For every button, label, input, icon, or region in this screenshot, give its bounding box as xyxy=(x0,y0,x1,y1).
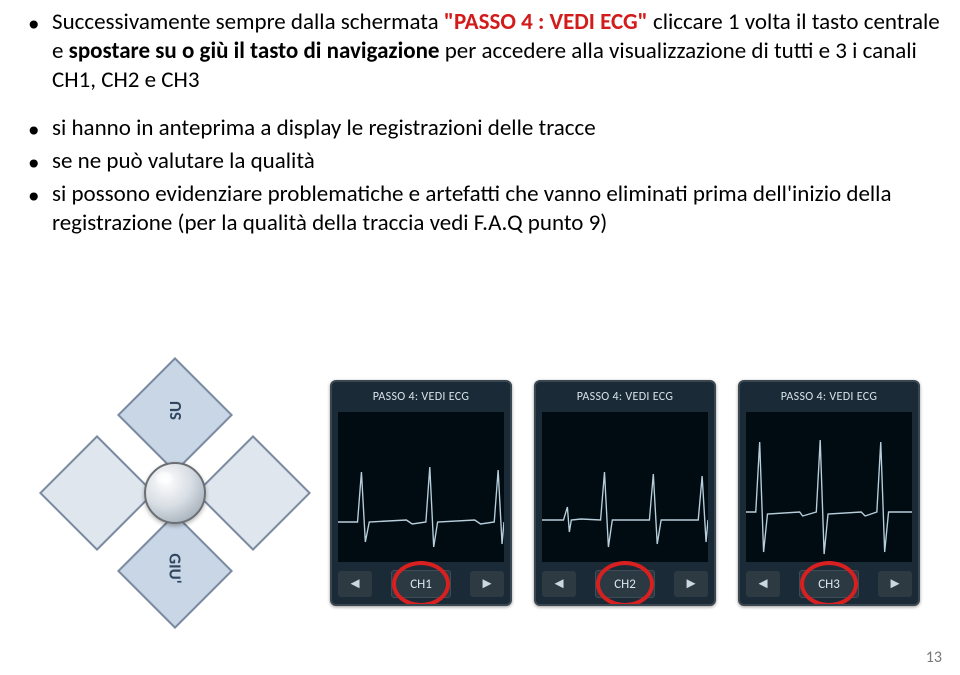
intro-bullet: Successivamente sempre dalla schermata "… xyxy=(52,8,940,94)
channel-badge[interactable]: CH1 xyxy=(391,570,451,598)
bullet-2: se ne può valutare la qualità xyxy=(52,147,940,176)
channel-label: CH2 xyxy=(614,577,636,592)
channel-label: CH1 xyxy=(410,577,432,592)
nav-right-button[interactable] xyxy=(195,435,311,551)
ecg-plot xyxy=(746,412,912,562)
prev-channel-button[interactable]: ◄ xyxy=(746,571,780,597)
device-screens: PASSO 4: VEDI ECG ◄ CH1 ► PASSO 4: VEDI … xyxy=(330,380,920,606)
bullet-dot: • xyxy=(28,8,52,39)
prev-channel-button[interactable]: ◄ xyxy=(542,571,576,597)
ecg-trace xyxy=(338,467,504,547)
nav-up-label: SU xyxy=(165,401,186,420)
next-channel-button[interactable]: ► xyxy=(674,571,708,597)
ecg-plot xyxy=(338,412,504,562)
ecg-trace xyxy=(542,472,708,547)
ecg-plot xyxy=(542,412,708,562)
intro-passo: "PASSO 4 : VEDI ECG" xyxy=(444,8,648,36)
device-screen: PASSO 4: VEDI ECG ◄ CH2 ► xyxy=(534,380,716,606)
bullet-dot: • xyxy=(28,180,52,211)
bullet-dot: • xyxy=(28,114,52,145)
next-channel-button[interactable]: ► xyxy=(878,571,912,597)
bullet-3: si possono evidenziare problematiche e a… xyxy=(52,180,940,238)
prev-channel-button[interactable]: ◄ xyxy=(338,571,372,597)
intro-spostare: spostare su o giù il tasto di navigazion… xyxy=(69,37,440,65)
screen-title: PASSO 4: VEDI ECG xyxy=(536,390,714,404)
screen-title: PASSO 4: VEDI ECG xyxy=(740,390,918,404)
page-number: 13 xyxy=(926,648,942,667)
device-screen: PASSO 4: VEDI ECG ◄ CH3 ► xyxy=(738,380,920,606)
nav-down-label: GIU' xyxy=(165,553,186,583)
nav-center-button[interactable] xyxy=(144,462,206,524)
screen-title: PASSO 4: VEDI ECG xyxy=(332,390,510,404)
device-screen: PASSO 4: VEDI ECG ◄ CH1 ► xyxy=(330,380,512,606)
bullet-1: si hanno in anteprima a display le regis… xyxy=(52,114,940,143)
bullet-dot: • xyxy=(28,147,52,178)
nav-left-button[interactable] xyxy=(39,435,155,551)
intro-pre: Successivamente sempre dalla schermata xyxy=(52,8,444,36)
channel-badge[interactable]: CH3 xyxy=(799,570,859,598)
next-channel-button[interactable]: ► xyxy=(470,571,504,597)
channel-label: CH3 xyxy=(818,577,840,592)
nav-pad: SU GIU' xyxy=(60,390,285,615)
channel-badge[interactable]: CH2 xyxy=(595,570,655,598)
ecg-trace xyxy=(746,440,912,554)
